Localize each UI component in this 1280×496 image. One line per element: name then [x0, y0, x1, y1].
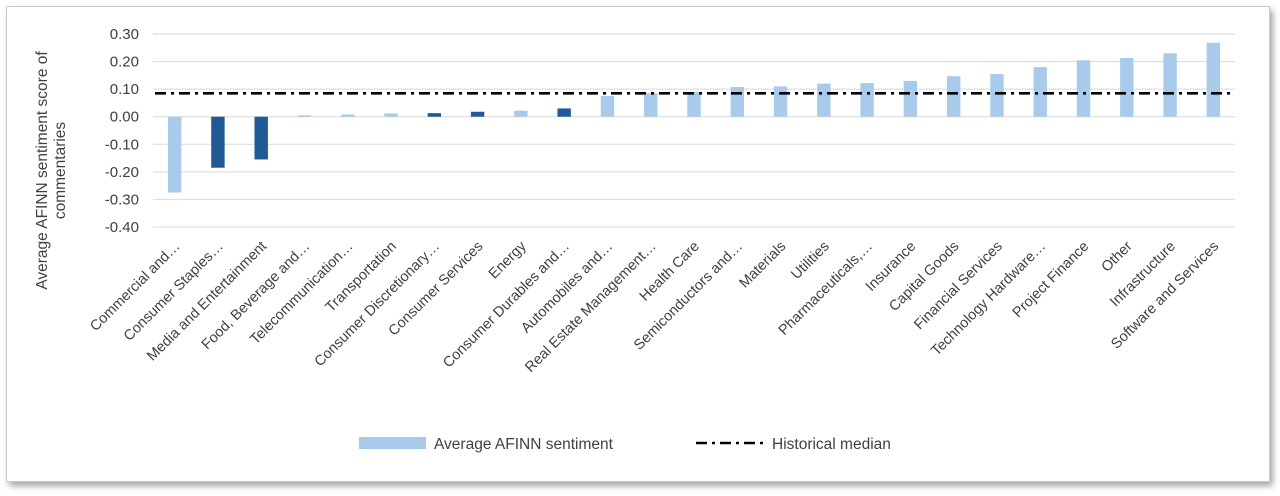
bar-4 — [341, 114, 355, 117]
legend-label-median: Historical median — [772, 436, 891, 453]
bar-19 — [990, 73, 1004, 117]
y-axis-title: Average AFINN sentiment score ofcommenta… — [34, 51, 69, 290]
y-tick-label: -0.30 — [105, 191, 139, 208]
y-axis-title-line: Average AFINN sentiment score of — [34, 51, 51, 290]
gridlines — [153, 33, 1235, 228]
bar-5 — [384, 113, 398, 117]
bar-7 — [470, 111, 485, 117]
bar-16 — [860, 83, 874, 117]
bar-15 — [817, 83, 831, 117]
bar-12 — [687, 91, 701, 117]
y-tick-label: 0.20 — [110, 54, 139, 71]
bar-13 — [730, 86, 744, 117]
y-axis-ticks: 0.30 0.20 0.10 0.00 -0.10 -0.20 -0.30 -0.40 — [105, 26, 139, 236]
y-axis-title-line: commentaries — [52, 122, 69, 220]
y-tick-label: 0.30 — [110, 26, 139, 43]
bar-2 — [254, 116, 268, 160]
y-tick-label: -0.40 — [105, 219, 139, 236]
bar-22 — [1120, 57, 1134, 117]
y-tick-label: -0.10 — [105, 136, 139, 153]
bar-21 — [1076, 60, 1091, 117]
bar-23 — [1163, 53, 1177, 117]
bar-8 — [514, 110, 528, 117]
y-tick-label: 0.00 — [110, 109, 139, 126]
legend-swatch-bar — [359, 437, 426, 449]
category-label: Materials — [736, 239, 789, 292]
bar-24 — [1206, 42, 1221, 117]
y-axis-title-text: Average AFINN sentiment score ofcommenta… — [34, 51, 69, 290]
bar-6 — [427, 113, 442, 117]
bar-1 — [211, 116, 225, 168]
y-tick-label: -0.20 — [105, 164, 139, 181]
chart-frame: 0.30 0.20 0.10 0.00 -0.10 -0.20 -0.30 -0.40 Ave… — [6, 6, 1270, 482]
legend-label-bar: Average AFINN sentiment — [434, 436, 614, 453]
bar-0 — [167, 116, 182, 193]
category-label: Other — [1099, 238, 1136, 275]
bar-3 — [297, 115, 312, 117]
bar-11 — [644, 93, 658, 117]
x-axis-category-labels: Commercial and…Consumer Staples…Media an… — [87, 238, 1222, 376]
legend: Average AFINN sentiment Historical median — [359, 436, 891, 453]
y-tick-label: 0.10 — [110, 81, 139, 98]
bar-10 — [600, 96, 615, 117]
bar-20 — [1033, 67, 1047, 117]
bar-9 — [557, 108, 571, 117]
category-label: Project Finance — [1010, 239, 1093, 322]
bar-18 — [946, 76, 961, 117]
sentiment-bar-chart: 0.30 0.20 0.10 0.00 -0.10 -0.20 -0.30 -0.40 Ave… — [34, 26, 1235, 453]
bar-14 — [773, 86, 788, 117]
bars — [167, 42, 1221, 193]
bar-17 — [903, 80, 918, 117]
